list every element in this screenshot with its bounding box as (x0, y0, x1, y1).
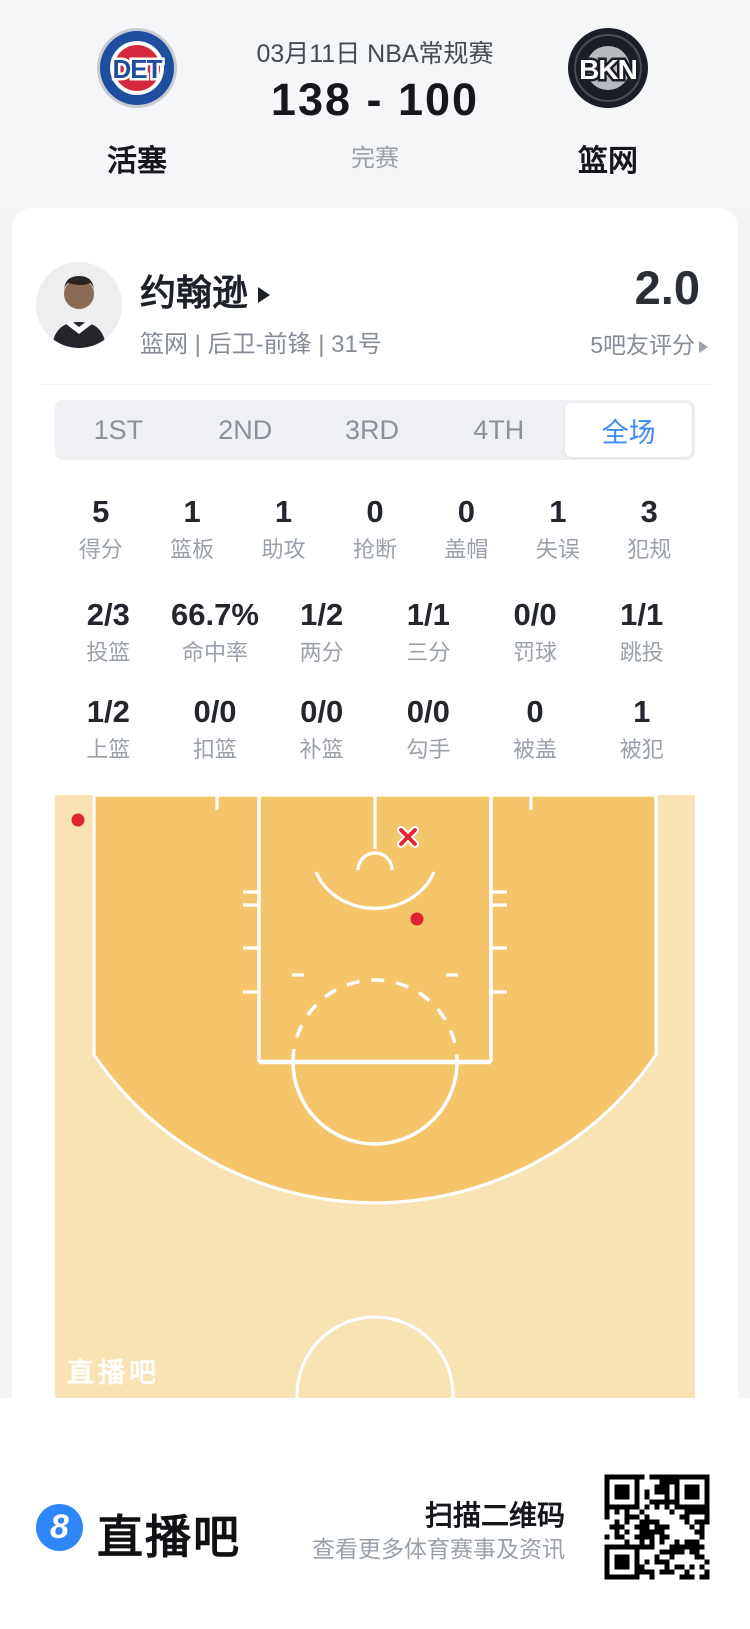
stat-hook: 0/0 勾手 (406, 694, 451, 762)
home-team-name[interactable]: 活塞 (107, 145, 167, 178)
nets-logo-ring (574, 34, 642, 102)
ft-circle-bottom (291, 1061, 459, 1146)
player-detail-caret-icon (258, 287, 271, 304)
stat-assists: 1 助攻 (261, 494, 306, 562)
stat-steals: 0 抢断 (352, 494, 397, 562)
rating-source[interactable]: 5吧友评分 (590, 326, 708, 360)
lane-hash-marks (243, 890, 507, 994)
brand-name[interactable]: 直播吧 (97, 1511, 241, 1563)
player-avatar-image (36, 262, 122, 348)
match-header: 03月11日 NBA常规赛 138 - 100 完赛 DET BKN 活塞 篮网 (0, 0, 750, 208)
stat-2pt: 1/2 两分 (299, 597, 344, 665)
shot-chart-court: 直播吧 (55, 793, 695, 1475)
stat-got-blocked: 0 被盖 (513, 694, 558, 762)
away-team-name[interactable]: 篮网 (578, 145, 638, 178)
stat-turnovers: 1 失误 (535, 494, 580, 562)
rim (356, 851, 394, 871)
court-watermark: 直播吧 (67, 1358, 160, 1388)
made-shot-marker (410, 912, 424, 926)
nets-logo-abbr: BKN (577, 52, 641, 88)
stat-rebounds: 1 篮板 (170, 494, 215, 562)
quarter-tabbar: 1ST 2ND 3RD 4TH 全场 (55, 400, 695, 460)
qr-scan-subtitle: 查看更多体育赛事及资讯 (312, 1536, 565, 1562)
competition-title: 03月11日 NBA常规赛 (256, 40, 494, 68)
stat-layup: 1/2 上篮 (86, 694, 131, 762)
stat-3pt: 1/1 三分 (406, 597, 451, 665)
team-logo-pistons[interactable]: DET (97, 28, 177, 108)
qr-scan-title: 扫描二维码 (424, 1500, 565, 1531)
player-rating: 2.0 (634, 261, 700, 314)
stat-putback: 0/0 补篮 (299, 694, 344, 762)
stat-dunk: 0/0 扣篮 (193, 694, 238, 762)
section-divider (38, 384, 712, 385)
stat-fg-pct: 66.7% 命中率 (171, 597, 259, 665)
stats-row-basic: 5 得分 1 篮板 1 助攻 0 抢断 0 盖帽 1 失误 3 犯规 (55, 494, 695, 563)
player-meta: 篮网 | 后卫-前锋 | 31号 (140, 331, 382, 358)
match-score: 138 - 100 (270, 74, 480, 125)
qr-code-image (604, 1474, 710, 1580)
missed-shot-marker (399, 828, 417, 846)
zhibo8-logo-icon[interactable]: 8 (36, 1504, 83, 1551)
made-shot-marker (71, 813, 85, 827)
pistons-logo-center (114, 45, 160, 91)
stat-fg: 2/3 投篮 (86, 597, 131, 665)
match-status: 完赛 (351, 145, 399, 172)
nets-logo-ball (586, 46, 630, 90)
pistons-logo-abbr: DET (110, 52, 165, 87)
stat-ft: 0/0 罚球 (513, 597, 558, 665)
tab-3rd[interactable]: 3RD (344, 414, 399, 445)
team-logo-nets[interactable]: BKN (568, 28, 648, 108)
tab-full-game[interactable]: 全场 (565, 403, 692, 457)
ft-circle-top-dashed (291, 978, 459, 1063)
restricted-arc (314, 871, 436, 910)
shot-markers (71, 813, 424, 926)
player-name[interactable]: 约翰逊 (140, 264, 271, 316)
player-avatar[interactable] (36, 262, 122, 348)
lane-lines (257, 795, 493, 1062)
court-diagram (55, 793, 695, 1475)
stats-row-shooting: 2/3 投篮 66.7% 命中率 1/2 两分 1/1 三分 0/0 罚球 1/1 跳投 (55, 597, 695, 666)
three-point-line (92, 793, 658, 1205)
stat-fouls: 3 犯规 (627, 494, 672, 562)
tab-2nd[interactable]: 2ND (218, 414, 273, 445)
baseline-ticks (215, 795, 533, 810)
tab-4th[interactable]: 4TH (473, 414, 525, 445)
rating-caret-icon (699, 341, 708, 353)
qr-code (600, 1470, 714, 1584)
stats-row-shot-types: 1/2 上篮 0/0 扣篮 0/0 补篮 0/0 勾手 0 被盖 1 被犯 (55, 694, 695, 763)
stat-blocks: 0 盖帽 (444, 494, 489, 562)
player-stats-card: 约翰逊 篮网 | 后卫-前锋 | 31号 2.0 5吧友评分 1ST 2ND 3… (12, 208, 738, 1475)
stat-jumpshot: 1/1 跳投 (619, 597, 664, 665)
stat-fouled: 1 被犯 (619, 694, 664, 762)
tab-1st[interactable]: 1ST (93, 414, 144, 445)
stat-points: 5 得分 (78, 494, 123, 562)
